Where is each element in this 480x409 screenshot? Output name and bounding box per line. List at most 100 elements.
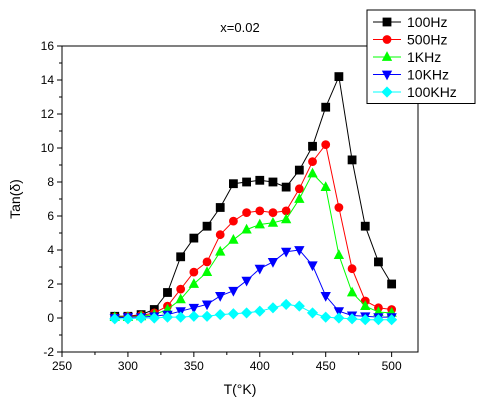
data-point — [268, 208, 278, 218]
data-point — [280, 247, 292, 258]
y-tick-label: 0 — [47, 311, 54, 325]
data-point — [294, 184, 304, 194]
data-point — [267, 257, 279, 268]
data-point — [280, 298, 292, 310]
data-point — [320, 291, 331, 302]
data-point — [321, 140, 331, 150]
data-point — [307, 167, 318, 178]
x-tick-label: 400 — [250, 359, 270, 373]
data-point — [387, 279, 397, 289]
legend-marker — [381, 70, 393, 81]
data-point — [241, 307, 253, 319]
data-point — [201, 266, 213, 277]
data-point — [346, 286, 358, 297]
data-point — [188, 303, 200, 314]
data-point — [294, 165, 304, 175]
data-point — [188, 310, 200, 322]
legend-label: 10KHz — [407, 67, 449, 83]
legend-marker — [382, 35, 392, 44]
data-point — [189, 233, 199, 243]
data-point — [215, 230, 225, 240]
data-point — [148, 312, 160, 324]
data-point — [308, 141, 317, 151]
data-point — [215, 291, 226, 302]
axes: 250 300 350 400 450 500 -2 0 2 4 6 8 10 12 14 16 — [41, 39, 402, 373]
data-point — [359, 314, 371, 326]
series-100khz — [109, 298, 398, 326]
data-point — [175, 311, 187, 323]
data-point — [175, 293, 186, 304]
data-point — [268, 177, 278, 187]
data-point — [320, 181, 331, 192]
data-point — [334, 203, 344, 212]
data-point — [229, 179, 238, 189]
data-point — [242, 208, 251, 218]
data-point — [372, 314, 385, 326]
data-point — [189, 267, 199, 277]
series-line — [114, 74, 393, 317]
legend-item: 500Hz — [373, 32, 447, 48]
data-point — [176, 284, 186, 294]
y-axis-label: Tan(δ) — [7, 179, 23, 219]
data-point — [202, 257, 212, 267]
data-point — [201, 310, 213, 322]
data-point — [122, 313, 134, 325]
data-point — [215, 203, 225, 212]
y-tick-label: 4 — [47, 243, 54, 257]
legend-item: 10KHz — [373, 67, 449, 83]
legend-item: 100KHz — [373, 84, 457, 100]
legend-marker — [382, 17, 392, 27]
data-point — [346, 313, 358, 325]
data-point — [333, 249, 345, 260]
legend-label: 500Hz — [407, 32, 447, 48]
data-point — [307, 261, 318, 272]
data-point — [227, 308, 239, 320]
data-point — [347, 155, 357, 165]
data-point — [241, 223, 252, 234]
series-layer — [109, 72, 398, 326]
data-point — [360, 221, 370, 231]
series-1khz — [109, 167, 397, 322]
x-tick-label: 500 — [382, 359, 402, 373]
series-line — [114, 249, 392, 319]
data-point — [334, 72, 344, 81]
data-point — [333, 312, 345, 324]
chart-title: x=0.02 — [220, 20, 259, 35]
data-point — [280, 213, 292, 224]
y-tick-label: -2 — [43, 345, 54, 359]
legend-item: 1KHz — [373, 49, 441, 65]
series-line — [114, 143, 392, 318]
data-point — [228, 286, 239, 297]
x-tick-label: 450 — [316, 359, 336, 373]
data-point — [347, 264, 357, 274]
data-point — [215, 245, 226, 256]
data-point — [242, 177, 251, 187]
y-tick-label: 10 — [41, 141, 55, 155]
data-point — [201, 300, 213, 311]
data-point — [293, 300, 305, 312]
data-point — [163, 288, 172, 297]
data-point — [202, 221, 212, 231]
data-point — [228, 233, 239, 244]
y-tick-label: 2 — [47, 277, 54, 291]
data-point — [254, 264, 265, 275]
y-tick-label: 6 — [47, 209, 54, 223]
y-tick-label: 16 — [41, 39, 55, 53]
data-point — [188, 278, 200, 288]
legend-label: 100Hz — [407, 14, 447, 30]
x-axis-label: T(°K) — [224, 381, 257, 397]
data-point — [254, 305, 266, 317]
data-point — [214, 309, 226, 321]
data-point — [360, 300, 371, 311]
data-point — [176, 252, 186, 262]
series-line — [114, 172, 392, 318]
data-point — [386, 314, 398, 326]
data-point — [294, 193, 305, 203]
series-500hz — [110, 140, 397, 322]
data-point — [254, 218, 265, 229]
x-tick-label: 350 — [184, 359, 204, 373]
data-point — [320, 311, 332, 323]
